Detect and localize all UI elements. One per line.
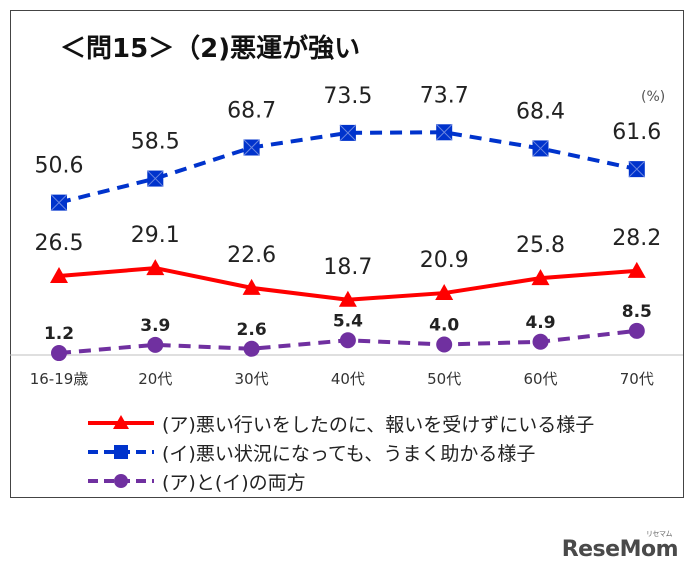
data-label: 18.7 xyxy=(323,255,372,280)
data-point-marker-cross xyxy=(146,170,164,187)
unit-label: (%) xyxy=(641,89,666,105)
data-label: 29.1 xyxy=(131,223,180,248)
data-point-marker-cross xyxy=(435,123,453,141)
x-tick-label: 20代 xyxy=(138,370,172,388)
data-point-marker xyxy=(242,278,261,295)
data-point-marker xyxy=(146,259,165,276)
legend-label-series-c: (ア)と(イ)の両方 xyxy=(162,471,306,494)
data-point-marker xyxy=(147,336,164,353)
legend-item-series-a: (ア)悪い行いをしたのに、報いを受けずにいる様子 xyxy=(86,408,594,438)
x-tick-label: 70代 xyxy=(620,370,654,388)
x-tick-label: 60代 xyxy=(523,370,557,388)
legend-label-series-b: (イ)悪い状況になっても、うまく助かる様子 xyxy=(162,442,536,465)
data-point-marker xyxy=(339,332,356,349)
chart-title: ＜問15＞（2)悪運が強い xyxy=(60,34,361,64)
chart-frame xyxy=(10,10,684,498)
data-point-marker xyxy=(435,284,454,301)
data-label: 28.2 xyxy=(612,226,661,251)
data-label: 4.9 xyxy=(525,313,555,333)
data-label: 3.9 xyxy=(140,316,170,336)
data-label: 25.8 xyxy=(516,233,565,258)
x-tick-label: 40代 xyxy=(331,370,365,388)
data-label: 8.5 xyxy=(622,302,652,322)
data-label: 1.2 xyxy=(44,324,74,344)
data-point-marker-cross xyxy=(532,140,549,157)
data-point-marker xyxy=(628,322,645,339)
data-point-marker xyxy=(436,336,453,353)
x-tick-label: 16-19歳 xyxy=(30,370,89,388)
data-point-marker xyxy=(51,345,67,362)
data-point-marker-cross xyxy=(339,124,357,142)
legend-item-series-b: (イ)悪い状況になっても、うまく助かる様子 xyxy=(86,437,535,467)
data-point-marker xyxy=(531,269,550,286)
legend-swatch-series-a xyxy=(88,415,154,429)
data-label: 5.4 xyxy=(333,311,363,331)
legend-swatch-series-c xyxy=(88,474,154,488)
data-label: 68.4 xyxy=(516,99,565,124)
data-point-marker xyxy=(627,261,646,278)
data-point-marker xyxy=(243,340,260,357)
x-tick-label: 30代 xyxy=(235,370,269,388)
data-label: 22.6 xyxy=(227,243,276,268)
data-label: 50.6 xyxy=(35,154,84,179)
data-label: 68.7 xyxy=(227,99,276,124)
data-label: 20.9 xyxy=(420,248,469,273)
data-label: 2.6 xyxy=(237,320,267,340)
data-point-marker-cross xyxy=(628,160,646,178)
logo-small-text: リセマム xyxy=(646,530,673,538)
data-label: 58.5 xyxy=(131,130,180,155)
legend-item-series-c: (ア)と(イ)の両方 xyxy=(86,466,306,496)
logo-text: ReseMom xyxy=(561,537,679,562)
data-point-marker xyxy=(338,290,357,307)
data-label: 61.6 xyxy=(612,120,661,145)
data-point-marker xyxy=(532,333,549,350)
legend-swatch-series-b xyxy=(88,445,154,459)
legend-label-series-a: (ア)悪い行いをしたのに、報いを受けずにいる様子 xyxy=(162,413,595,436)
data-label: 73.7 xyxy=(420,83,469,108)
data-point-marker-cross xyxy=(50,194,68,211)
resemom-logo: ReseMom リセマム xyxy=(561,530,679,562)
data-point-marker-cross xyxy=(243,139,260,156)
data-label: 73.5 xyxy=(323,84,372,109)
data-point-marker xyxy=(50,267,68,284)
data-label: 4.0 xyxy=(429,316,459,336)
data-label: 26.5 xyxy=(35,231,84,256)
x-tick-label: 50代 xyxy=(427,370,461,388)
